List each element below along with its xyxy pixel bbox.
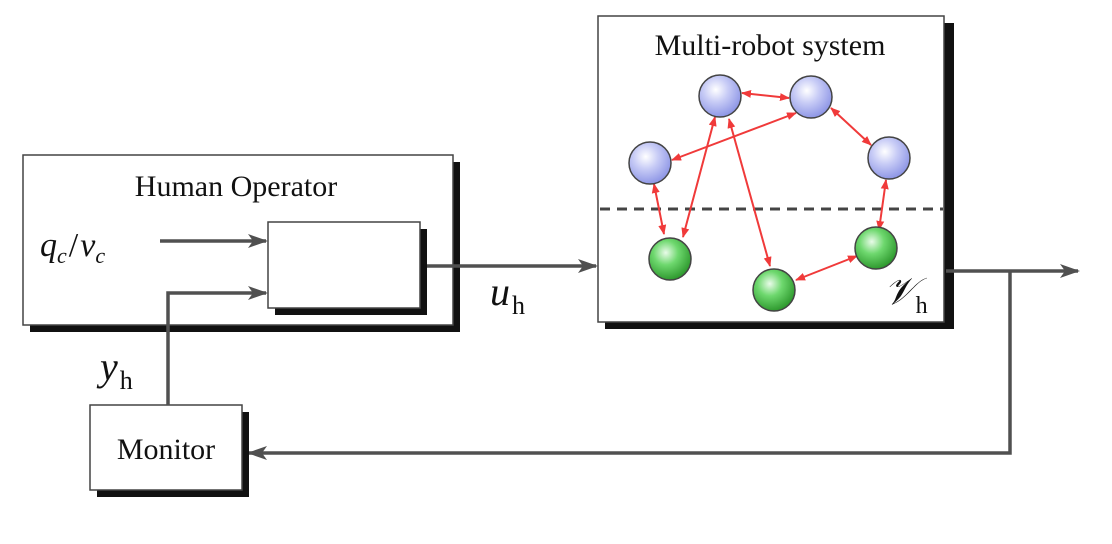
communication-links <box>651 89 889 281</box>
link-r3-r7 <box>876 179 889 231</box>
monitor-title: Monitor <box>117 433 215 466</box>
monitor-feedback-arrow <box>166 286 268 405</box>
multi-robot-title: Multi-robot system <box>655 29 886 62</box>
link-r1-r6 <box>727 118 772 267</box>
control-signal-label: uh <box>490 269 525 320</box>
link-r1-r5 <box>681 116 717 238</box>
monitor-block: Monitor <box>89 404 249 497</box>
robot-node-visible <box>648 237 692 281</box>
robots <box>628 74 911 312</box>
operator-inner-block <box>267 221 427 315</box>
human-operator-title: Human Operator <box>135 170 337 203</box>
robot-node-leader <box>789 75 833 119</box>
robot-node-visible <box>752 268 796 312</box>
monitor-box <box>89 404 243 491</box>
robot-node-leader <box>867 136 911 180</box>
link-r4-r5 <box>651 183 667 235</box>
output-signal-label: yh <box>96 344 133 395</box>
link-r1-r2 <box>741 89 790 102</box>
robot-node-visible <box>854 226 898 270</box>
robot-node-leader <box>628 141 672 185</box>
operator-inner-box <box>267 221 421 309</box>
input-signal-label: qc/vc <box>40 227 105 268</box>
link-r6-r7 <box>795 255 858 281</box>
robot-node-leader <box>698 74 742 118</box>
feedback-arrow <box>247 271 1012 460</box>
link-r2-r3 <box>830 107 872 146</box>
